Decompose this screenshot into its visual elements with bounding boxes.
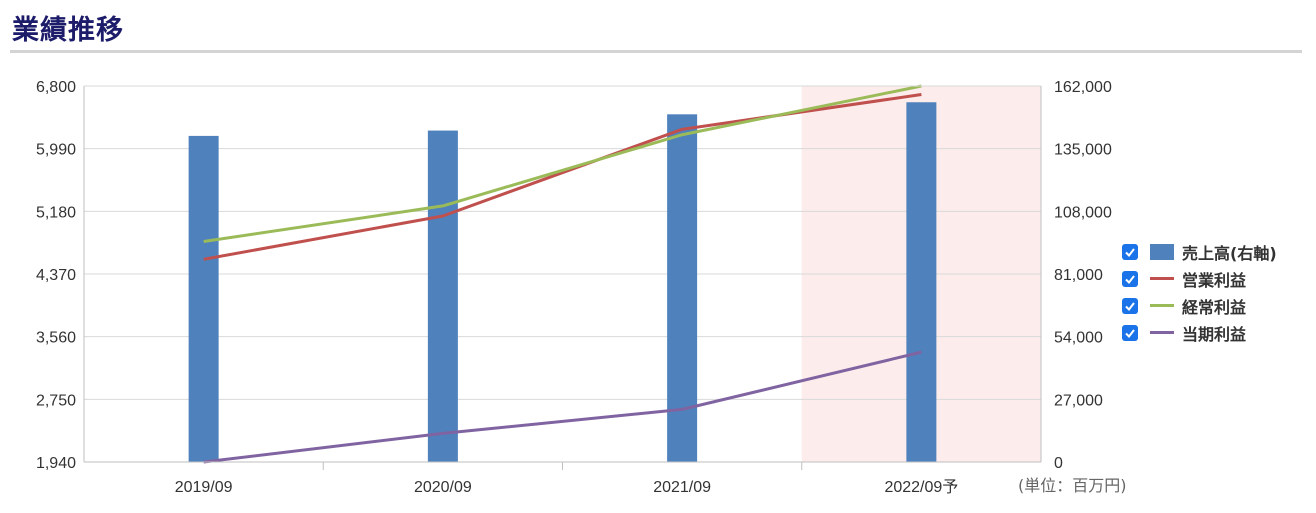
legend-item-net-profit[interactable]: 当期利益 [1122,319,1277,346]
chart-legend: 売上高(右軸) 営業利益 経常利益 当期利益 [1122,238,1277,346]
bar-sales [188,135,219,462]
legend-swatch [1150,243,1174,260]
legend-label: 経常利益 [1182,297,1247,317]
series-line [203,84,922,243]
legend-label: 当期利益 [1182,324,1247,344]
checkbox-icon[interactable] [1122,297,1138,314]
right-axis-tick-label: 81,000 [1054,267,1103,284]
x-axis-tick-label: 2022/09予 [884,478,958,496]
legend-label: 営業利益 [1182,270,1247,290]
right-axis-tick-label: 108,000 [1054,204,1112,221]
left-axis-tick-label: 1,940 [36,455,76,472]
right-axis-tick-label: 135,000 [1054,142,1112,159]
checkbox-icon[interactable] [1122,270,1138,287]
left-axis-tick-label: 6,800 [36,79,76,96]
title-divider [10,50,1302,53]
bar-sales [427,130,458,462]
unit-note: (単位：百万円) [1018,476,1127,495]
left-axis-tick-label: 5,990 [36,142,76,159]
legend-label: 売上高(右軸) [1182,243,1277,263]
x-axis-tick-label: 2021/09 [653,479,711,496]
series-line [203,350,922,464]
right-axis-tick-label: 162,000 [1054,79,1112,96]
series-line [203,93,922,261]
legend-swatch [1150,277,1174,280]
left-axis-tick-label: 4,370 [36,267,76,284]
right-axis-tick-label: 54,000 [1054,330,1103,347]
legend-item-sales[interactable]: 売上高(右軸) [1122,238,1277,265]
checkbox-icon[interactable] [1122,324,1138,341]
checkbox-icon[interactable] [1122,243,1138,260]
page-title: 業績推移 [12,15,124,46]
right-axis-tick-label: 27,000 [1054,392,1103,409]
bar-sales [906,102,937,462]
left-axis-tick-label: 3,560 [36,330,76,347]
x-axis-tick-label: 2020/09 [414,479,472,496]
bar-sales [667,114,698,463]
legend-item-operating-profit[interactable]: 営業利益 [1122,265,1277,292]
legend-item-ordinary-profit[interactable]: 経常利益 [1122,292,1277,319]
left-axis-tick-label: 5,180 [36,204,76,221]
right-axis-tick-label: 0 [1054,455,1063,472]
legend-swatch [1150,331,1174,334]
legend-swatch [1150,304,1174,307]
x-axis-tick-label: 2019/09 [175,479,233,496]
left-axis-tick-label: 2,750 [36,392,76,409]
